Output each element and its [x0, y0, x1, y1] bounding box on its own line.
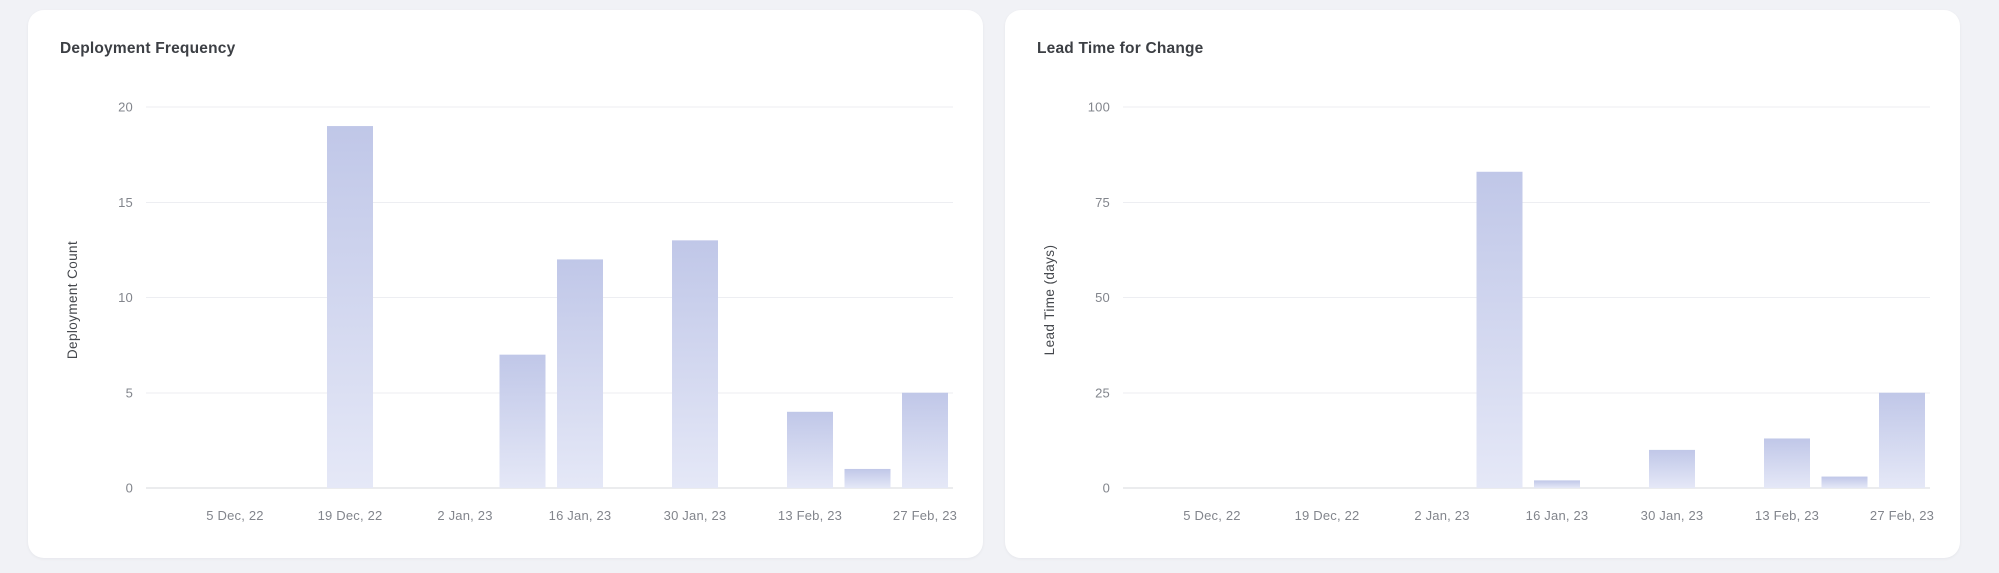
x-tick-label: 2 Jan, 23 [1414, 508, 1469, 523]
bar[interactable] [844, 468, 891, 488]
bar[interactable] [327, 126, 373, 489]
x-tick-label: 27 Feb, 23 [1870, 508, 1934, 523]
bar[interactable] [1879, 392, 1925, 488]
y-tick-label: 15 [118, 195, 133, 210]
y-axis-label: Lead Time (days) [1042, 245, 1057, 356]
dora-metrics-dashboard: Deployment Frequency 0 5 10 15 20 Deployment … [28, 10, 1960, 558]
bar[interactable] [1649, 449, 1695, 488]
y-tick-label: 100 [1088, 100, 1110, 115]
x-tick-label: 19 Dec, 22 [318, 508, 383, 523]
y-tick-label: 25 [1095, 385, 1110, 400]
lead-time-card: Lead Time for Change 0 25 50 75 100 Lead Time… [1005, 10, 1960, 558]
lead-time-chart: 0 25 50 75 100 Lead Time (days) 5 Dec, 22 19 De… [1005, 10, 1960, 558]
deployment-frequency-title: Deployment Frequency [60, 40, 236, 57]
bar[interactable] [787, 411, 833, 488]
y-axis-label: Deployment Count [65, 241, 80, 359]
bar[interactable] [1821, 476, 1868, 488]
bar[interactable] [672, 240, 718, 488]
bar[interactable] [1534, 480, 1580, 488]
x-tick-label: 16 Jan, 23 [549, 508, 612, 523]
y-tick-label: 0 [126, 481, 133, 496]
x-tick-label: 30 Jan, 23 [1641, 508, 1704, 523]
x-tick-label: 5 Dec, 22 [206, 508, 263, 523]
deployment-frequency-chart: 0 5 10 15 20 Deployment Count 5 Dec, 22 19 Dec,… [28, 10, 983, 558]
x-tick-label: 5 Dec, 22 [1183, 508, 1240, 523]
y-tick-label: 50 [1095, 290, 1110, 305]
lead-time-title: Lead Time for Change [1037, 40, 1204, 57]
x-tick-label: 2 Jan, 23 [437, 508, 492, 523]
x-tick-label: 27 Feb, 23 [893, 508, 957, 523]
y-tick-label: 0 [1103, 481, 1110, 496]
x-tick-label: 16 Jan, 23 [1526, 508, 1589, 523]
y-tick-label: 20 [118, 100, 133, 115]
y-tick-label: 5 [126, 385, 133, 400]
deployment-frequency-plot: 0 5 10 15 20 Deployment Count 5 Dec, 22 19 Dec,… [65, 100, 957, 524]
y-tick-label: 75 [1095, 195, 1110, 210]
x-tick-label: 13 Feb, 23 [778, 508, 842, 523]
y-tick-label: 10 [118, 290, 133, 305]
bar[interactable] [557, 259, 603, 488]
x-tick-label: 19 Dec, 22 [1295, 508, 1360, 523]
bar[interactable] [1476, 171, 1523, 488]
x-tick-label: 30 Jan, 23 [664, 508, 727, 523]
bar[interactable] [1764, 438, 1810, 488]
deployment-frequency-card: Deployment Frequency 0 5 10 15 20 Deployment … [28, 10, 983, 558]
lead-time-for-change-plot: 0 25 50 75 100 Lead Time (days) 5 Dec, 22 19 De… [1042, 100, 1934, 524]
bar[interactable] [902, 392, 948, 488]
x-tick-label: 13 Feb, 23 [1755, 508, 1819, 523]
bar[interactable] [499, 354, 546, 488]
